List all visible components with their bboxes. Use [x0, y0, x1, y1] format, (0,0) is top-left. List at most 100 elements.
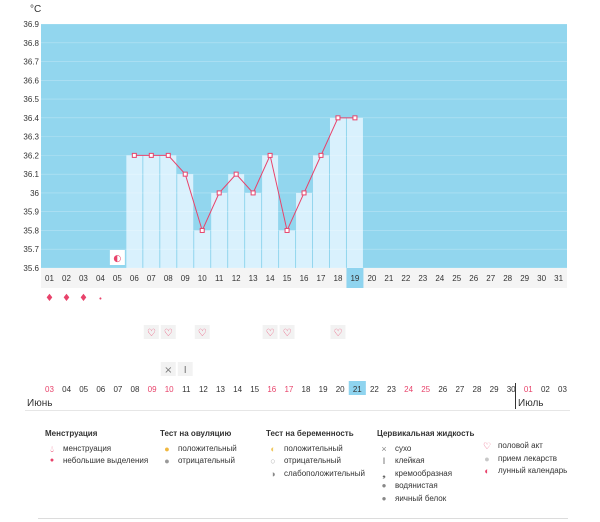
x-tick-label: 01: [45, 274, 54, 283]
legend-pregnancy: Тест на беременность ◐ положительный ○ отр…: [266, 428, 365, 480]
legend-item: половой акт: [498, 441, 543, 450]
heart-icon: ♡: [164, 328, 173, 339]
cycle-day-label: 12: [199, 385, 208, 394]
temperature-point: [352, 115, 358, 121]
legend-item: кремообразная: [395, 468, 453, 478]
temperature-bar: [160, 155, 177, 268]
y-tick-label: 36.3: [23, 133, 39, 142]
heart-cell: [143, 325, 159, 339]
month-label-july: Июль: [518, 398, 544, 409]
temperature-point: [335, 115, 341, 121]
y-tick-label: 36.9: [23, 20, 39, 29]
cycle-day-label: 16: [267, 385, 276, 394]
heart-cell: [262, 325, 278, 339]
moon-cell: [109, 250, 125, 265]
temperature-point: [318, 152, 324, 158]
day-strip-bg: [41, 268, 567, 288]
x-tick-label: 05: [113, 274, 122, 283]
small-drop-icon: •: [98, 295, 102, 303]
y-tick-label: 36.8: [23, 39, 39, 48]
grey-circle-icon: ●: [164, 456, 170, 466]
heart-cell: [279, 325, 295, 339]
legend-ovulation: Тест на овуляцию ● положительный ● отрицат…: [160, 428, 237, 468]
y-tick-label: 36.7: [23, 58, 39, 67]
temperature-bar: [245, 192, 262, 268]
temperature-bar: [313, 155, 329, 268]
cycle-day-label: 29: [490, 385, 499, 394]
cycle-day-label: 11: [182, 385, 191, 394]
cervical-cell: [177, 362, 193, 376]
x-tick-label: 07: [147, 274, 156, 283]
drop-icon: ♦: [79, 293, 88, 304]
cycle-day-label: 26: [438, 385, 447, 394]
x-tick-label: 23: [418, 274, 427, 283]
cycle-day-label: 07: [113, 385, 122, 394]
temperature-bar: [262, 155, 279, 268]
x-tick-label: 02: [62, 274, 71, 283]
temperature-bar: [296, 192, 313, 268]
x-tick-label: 03: [79, 274, 88, 283]
sticky-icon: I: [184, 365, 187, 376]
legend-item: менструация: [63, 443, 112, 453]
heart-icon: ♡: [266, 328, 275, 339]
sun-icon: ●: [164, 443, 170, 454]
cycle-day-label: 20: [336, 385, 345, 394]
temperature-bar: [126, 155, 143, 268]
temperature-points: [131, 115, 358, 233]
footer-line: [38, 518, 568, 519]
highlight-cycle-cell: [348, 381, 366, 395]
legend-item: небольшие выделения: [63, 456, 149, 465]
temperature-line: [134, 117, 355, 233]
x-tick-label: 17: [317, 274, 326, 283]
event-rows: ◐ ♦ ♦ ♦ • ♡ ♡ ♡ ♡ ♡ ♡ × I: [45, 250, 346, 376]
x-tick-label: 20: [367, 274, 376, 283]
legend-cervical-title: Цервикальная жидкость: [377, 429, 475, 438]
temperature-bar: [346, 117, 363, 268]
legend-item: клейкая: [395, 456, 425, 465]
cycle-day-label: 14: [233, 385, 242, 394]
x-tick-label: 09: [181, 274, 190, 283]
x-tick-label: 30: [537, 274, 546, 283]
x-tick-label: 28: [503, 274, 512, 283]
x-tick-label: 19: [350, 274, 359, 283]
temperature-point: [250, 190, 256, 196]
y-tick-label: 36: [30, 189, 39, 198]
heart-cell: [330, 325, 346, 339]
x-tick-label: 22: [401, 274, 410, 283]
cervical-cell: [160, 362, 176, 376]
temperature-bar: [279, 230, 296, 268]
legend-item: прием лекарств: [498, 453, 558, 463]
temperature-point: [148, 152, 154, 158]
drop-icon: ♦: [62, 293, 71, 304]
moon-icon: ◐: [113, 254, 121, 264]
y-tick-label: 36.5: [23, 95, 39, 104]
heart-icon: ♡: [482, 441, 492, 451]
pill-icon: ●: [484, 453, 490, 464]
egg-white-icon: ●: [381, 493, 387, 503]
cross-icon: ×: [164, 365, 172, 376]
cycle-day-label: 17: [284, 385, 293, 394]
sticky-icon: I: [382, 456, 386, 466]
y-tick-label: 36.1: [23, 170, 39, 179]
moon-icon: ◐: [484, 466, 490, 476]
heart-icon: ♡: [283, 328, 292, 339]
x-tick-label: 13: [249, 274, 258, 283]
highlight-day-cell: [346, 268, 364, 288]
cycle-day-label: 03: [45, 385, 54, 394]
cycle-day-label: 13: [216, 385, 225, 394]
x-tick-label: 14: [266, 274, 275, 283]
weak-test-icon: ◑: [270, 468, 276, 479]
legend-other: ♡ половой акт ● прием лекарств ◐ лунный кал…: [480, 440, 567, 478]
legend-pregnancy-title: Тест на беременность: [266, 429, 354, 438]
temperature-point: [131, 152, 137, 158]
x-tick-label: 24: [435, 274, 444, 283]
small-drop-icon: ●: [49, 457, 55, 464]
cycle-day-label: 09: [148, 385, 157, 394]
x-tick-label: 16: [300, 274, 309, 283]
day-strip: 01 02 03 04 05 06 07 08 09 10 11 12 13 14 15 16 17 18 19 20…: [41, 268, 567, 288]
x-tick-label: 11: [215, 274, 224, 283]
legend-ovulation-title: Тест на овуляцию: [160, 429, 232, 438]
heart-cell: [194, 325, 210, 339]
y-tick-label: 36.4: [23, 114, 39, 123]
